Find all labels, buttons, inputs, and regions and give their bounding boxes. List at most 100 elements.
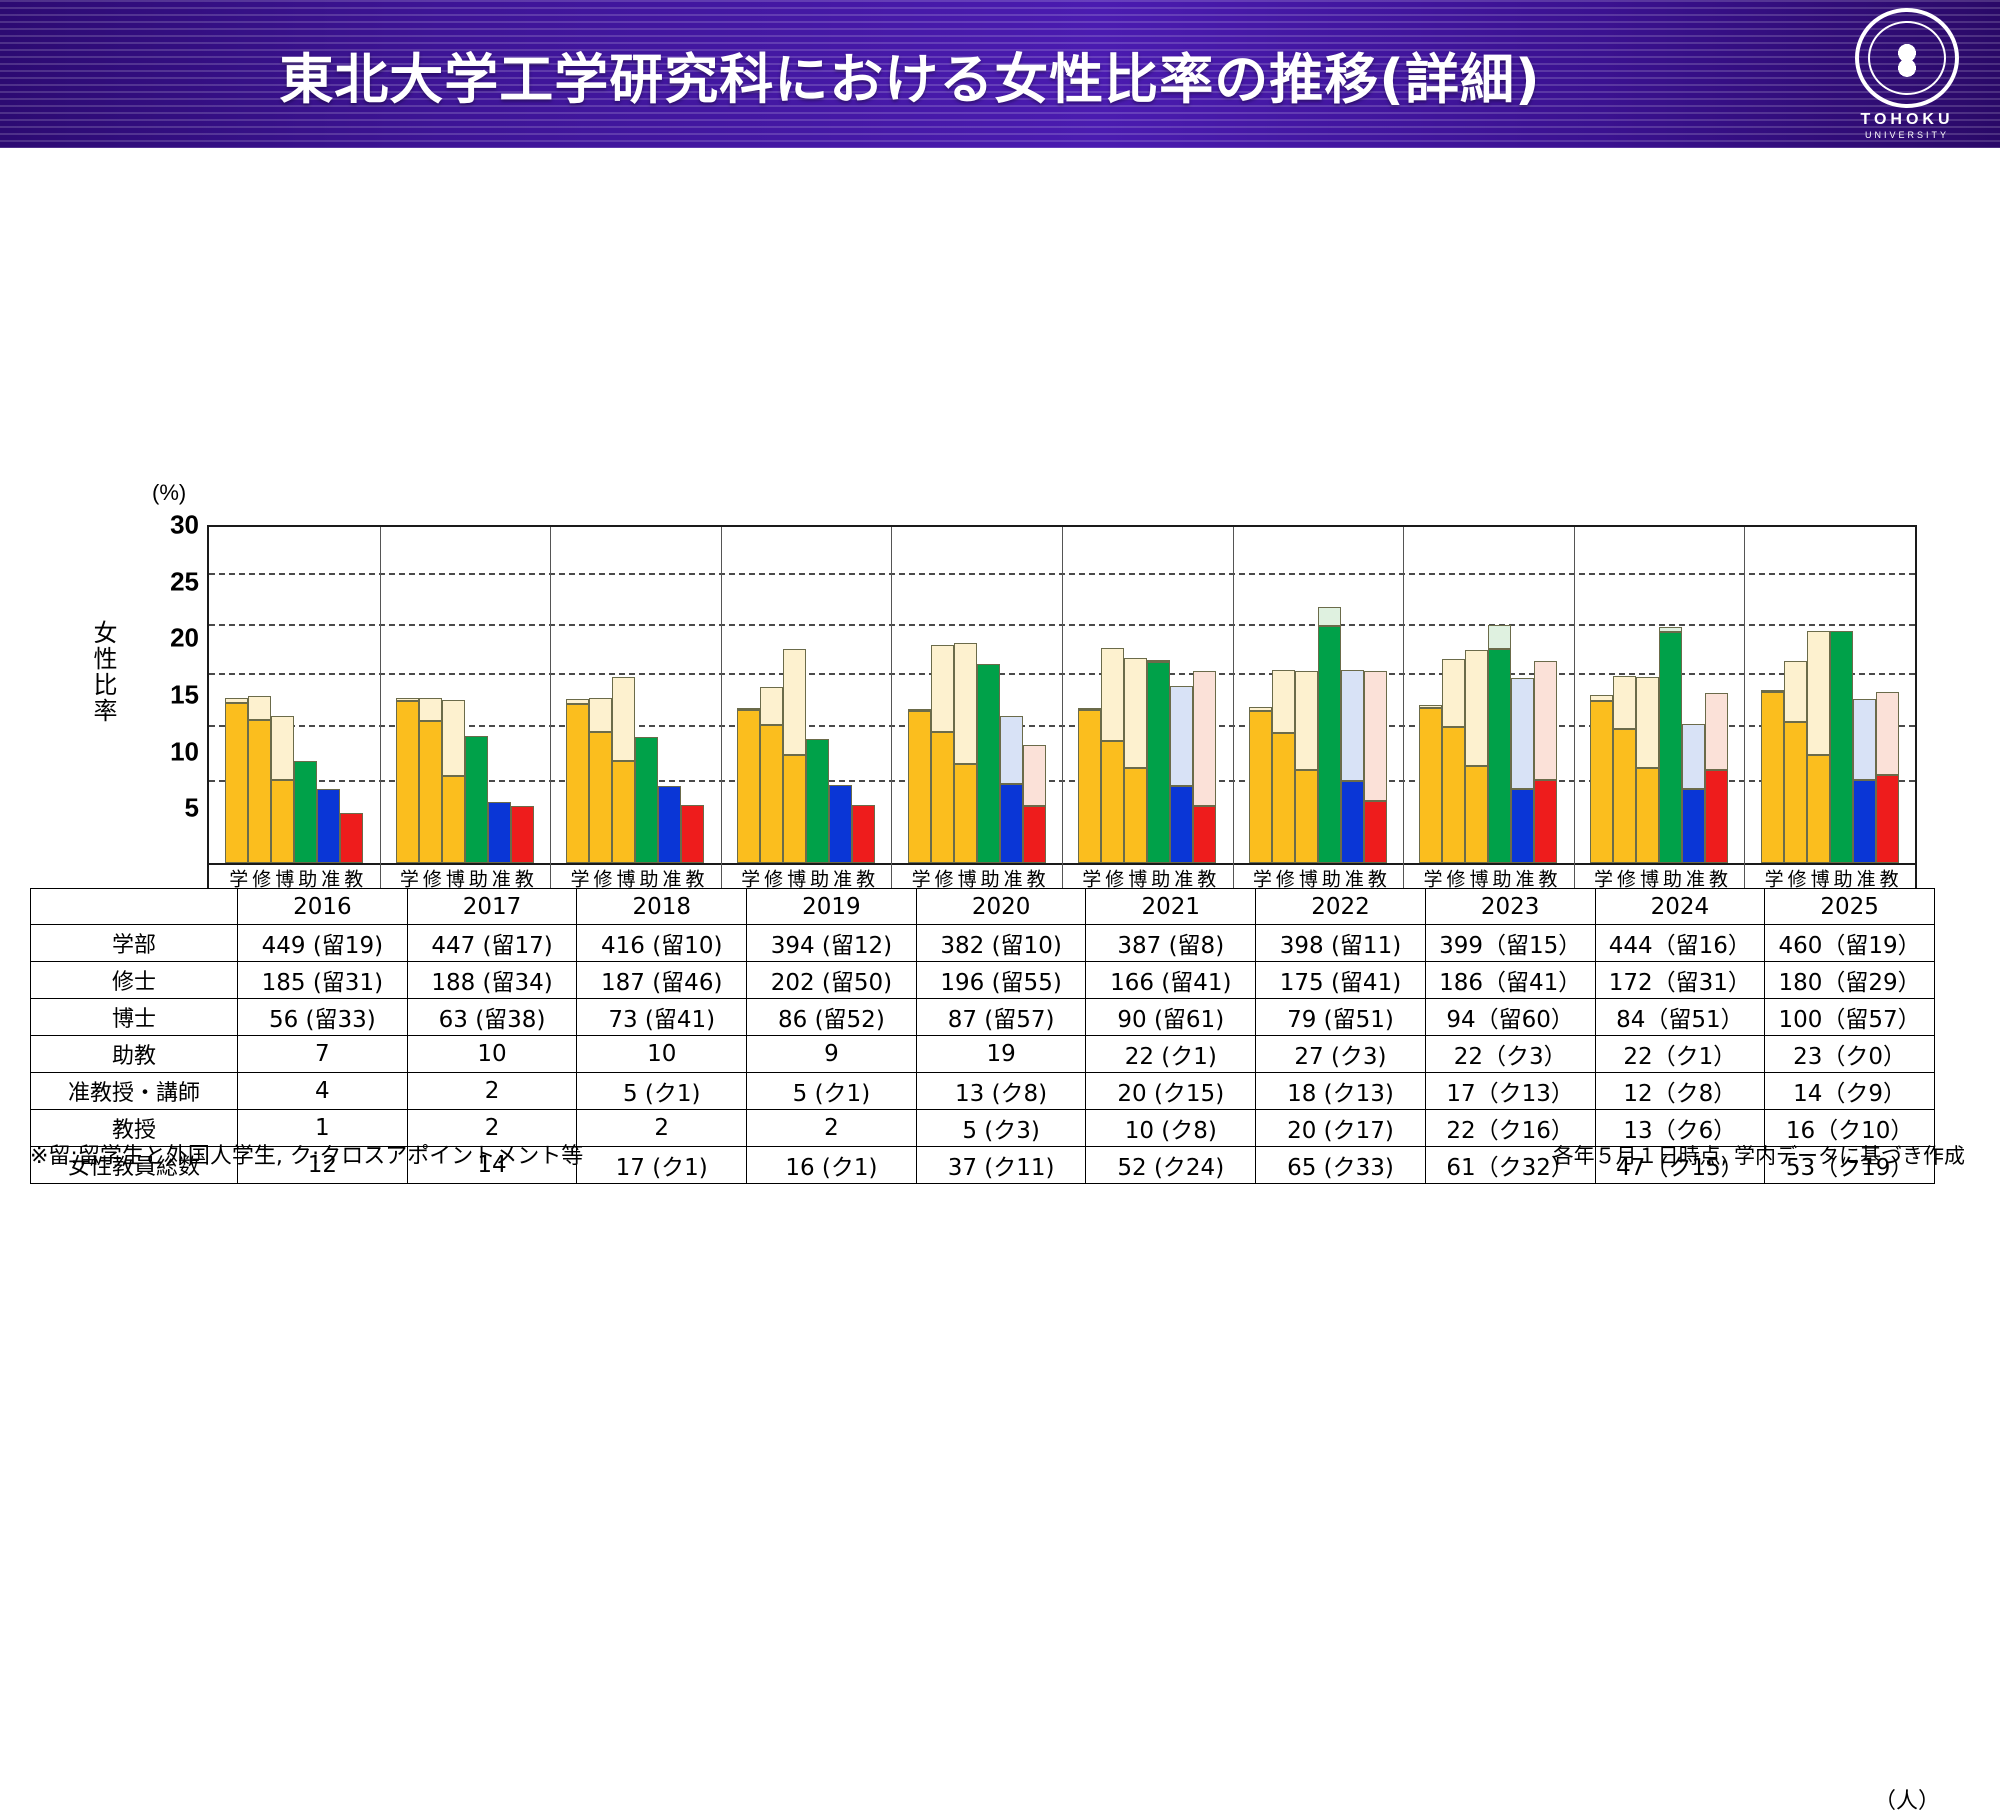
bar-2021-准教授・講師 — [1170, 686, 1194, 863]
year-separator-2022 — [1232, 527, 1234, 867]
table-cell-3-4: 19 — [915, 1035, 1087, 1073]
year-separator-2017 — [379, 527, 381, 867]
table-cell-1-2: 187 (留46) — [576, 961, 748, 999]
bar-2025-博士 — [1806, 630, 1830, 863]
bar-segment-base — [829, 784, 853, 863]
table-cell-6-2: 17 (ク1) — [576, 1146, 748, 1184]
year-separator-2023 — [1403, 527, 1405, 867]
bar-segment-base — [464, 736, 488, 863]
y-axis-unit: (%) — [152, 480, 187, 505]
bar-segment-base — [1875, 774, 1899, 863]
table-row: 教授 1 2 2 2 5 (ク3) 10 (ク8) 20 (ク17) 22（ク16） 13（ク6）… — [30, 1109, 1935, 1147]
table-row-header-3: 助教 — [30, 1035, 238, 1073]
table-cell-4-2: 5 (ク1) — [576, 1072, 748, 1110]
bar-2023-修士 — [1442, 659, 1466, 863]
y-tick-5: 5 — [184, 792, 199, 823]
table-cell-0-8: 444（留16） — [1594, 924, 1766, 962]
bar-segment-upper — [225, 697, 249, 704]
bar-2020-学部 — [907, 708, 931, 863]
table-row-header-4: 准教授・講師 — [30, 1072, 238, 1110]
bar-2020-修士 — [930, 645, 954, 863]
table-cell-5-3: 2 — [746, 1109, 917, 1147]
bar-segment-upper — [1294, 671, 1318, 771]
bar-2025-学部 — [1760, 689, 1784, 863]
table-col-header-2019: 2019 — [746, 888, 917, 925]
data-table: 2016 2017 2018 2019 2020 2021 2022 2023 2024 2025… — [30, 888, 1935, 1184]
table-cell-2-0: 56 (留33) — [237, 998, 408, 1036]
year-separator-2018 — [550, 527, 552, 867]
table-row: 助教 7 10 10 9 19 22 (ク1) 27 (ク3) 22（ク3） 22（ク1） 23（ク… — [30, 1035, 1935, 1073]
bar-segment-upper — [1147, 660, 1171, 663]
table-cell-3-3: 9 — [746, 1035, 917, 1073]
bar-segment-base — [681, 805, 705, 863]
table-cell-3-8: 22（ク1） — [1594, 1035, 1766, 1073]
table-row-header-2: 博士 — [30, 998, 238, 1036]
bar-segment-upper — [1852, 698, 1876, 781]
table-cell-6-7: 61（ク32） — [1424, 1146, 1596, 1184]
table-col-header-2024: 2024 — [1594, 888, 1766, 925]
y-tick-20: 20 — [170, 622, 199, 653]
table-cell-4-0: 4 — [237, 1072, 408, 1110]
bar-segment-base — [1829, 630, 1853, 863]
bar-2017-准教授・講師 — [487, 801, 511, 863]
bar-2016-准教授・講師 — [317, 789, 341, 863]
bar-segment-base — [806, 739, 830, 863]
table-cell-3-2: 10 — [576, 1035, 748, 1073]
bar-segment-base — [1248, 711, 1272, 863]
bar-2019-修士 — [760, 687, 784, 863]
year-separator-2021 — [1062, 527, 1063, 867]
bar-segment-base — [1078, 710, 1102, 863]
bar-2025-助教 — [1829, 630, 1853, 863]
logo-sub-text: UNIVERSITY — [1864, 130, 1949, 140]
bar-segment-upper — [612, 677, 636, 761]
bar-group-2021 — [1062, 527, 1233, 863]
table-row: 准教授・講師 4 2 5 (ク1) 5 (ク1) 13 (ク8) 20 (ク15) 18 (ク… — [30, 1072, 1935, 1110]
y-tick-25: 25 — [170, 566, 199, 597]
bar-segment-upper — [1636, 677, 1660, 768]
bar-2025-修士 — [1783, 661, 1807, 863]
table-row-header-5: 教授 — [30, 1109, 238, 1147]
year-separator-2019 — [720, 527, 722, 867]
bar-segment-upper — [1590, 695, 1614, 701]
table-cell-6-6: 65 (ク33) — [1255, 1146, 1426, 1184]
table-cell-3-1: 10 — [406, 1035, 578, 1073]
bar-2017-修士 — [418, 697, 442, 863]
tohoku-university-logo: TOHOKU UNIVERSITY — [1842, 8, 1972, 140]
chart-bar-groups — [209, 527, 1915, 863]
bar-segment-base — [783, 755, 807, 863]
bar-2023-准教授・講師 — [1511, 678, 1535, 863]
bar-2022-博士 — [1294, 671, 1318, 863]
bar-segment-base — [317, 789, 341, 863]
bar-group-2020 — [891, 527, 1062, 863]
bar-segment-base — [737, 710, 761, 863]
bar-segment-upper — [1659, 627, 1683, 632]
bar-segment-upper — [1170, 686, 1194, 786]
table-cell-2-9: 100（留57） — [1764, 998, 1935, 1036]
bar-segment-base — [1852, 780, 1876, 863]
bar-segment-base — [1465, 765, 1489, 863]
table-cell-1-7: 186（留41） — [1424, 961, 1596, 999]
table-cell-2-2: 73 (留41) — [576, 998, 748, 1036]
table-cell-4-7: 17（ク13） — [1424, 1072, 1596, 1110]
table-cell-2-3: 86 (留52) — [746, 998, 917, 1036]
table-col-header-2022: 2022 — [1255, 888, 1426, 925]
table-col-header-2018: 2018 — [576, 888, 748, 925]
bar-2018-博士 — [612, 677, 636, 863]
bar-2022-学部 — [1248, 706, 1272, 863]
bar-segment-base — [852, 805, 876, 863]
bar-segment-upper — [248, 696, 272, 721]
table-col-header-2017: 2017 — [406, 888, 578, 925]
table-cell-5-7: 22（ク16） — [1424, 1109, 1596, 1147]
bar-segment-upper — [1101, 647, 1125, 741]
bar-segment-base — [1783, 722, 1807, 863]
bar-2021-教授 — [1193, 671, 1217, 863]
bar-segment-upper — [1613, 676, 1637, 730]
bar-segment-base — [1271, 732, 1295, 863]
table-cell-4-9: 14（ク9） — [1764, 1072, 1935, 1110]
bar-segment-base — [1101, 740, 1125, 863]
bar-group-2023 — [1403, 527, 1574, 863]
y-tick-10: 10 — [170, 736, 199, 767]
bar-segment-upper — [760, 687, 784, 725]
table-col-header-2020: 2020 — [915, 888, 1087, 925]
table-cell-0-7: 399（留15） — [1424, 924, 1596, 962]
